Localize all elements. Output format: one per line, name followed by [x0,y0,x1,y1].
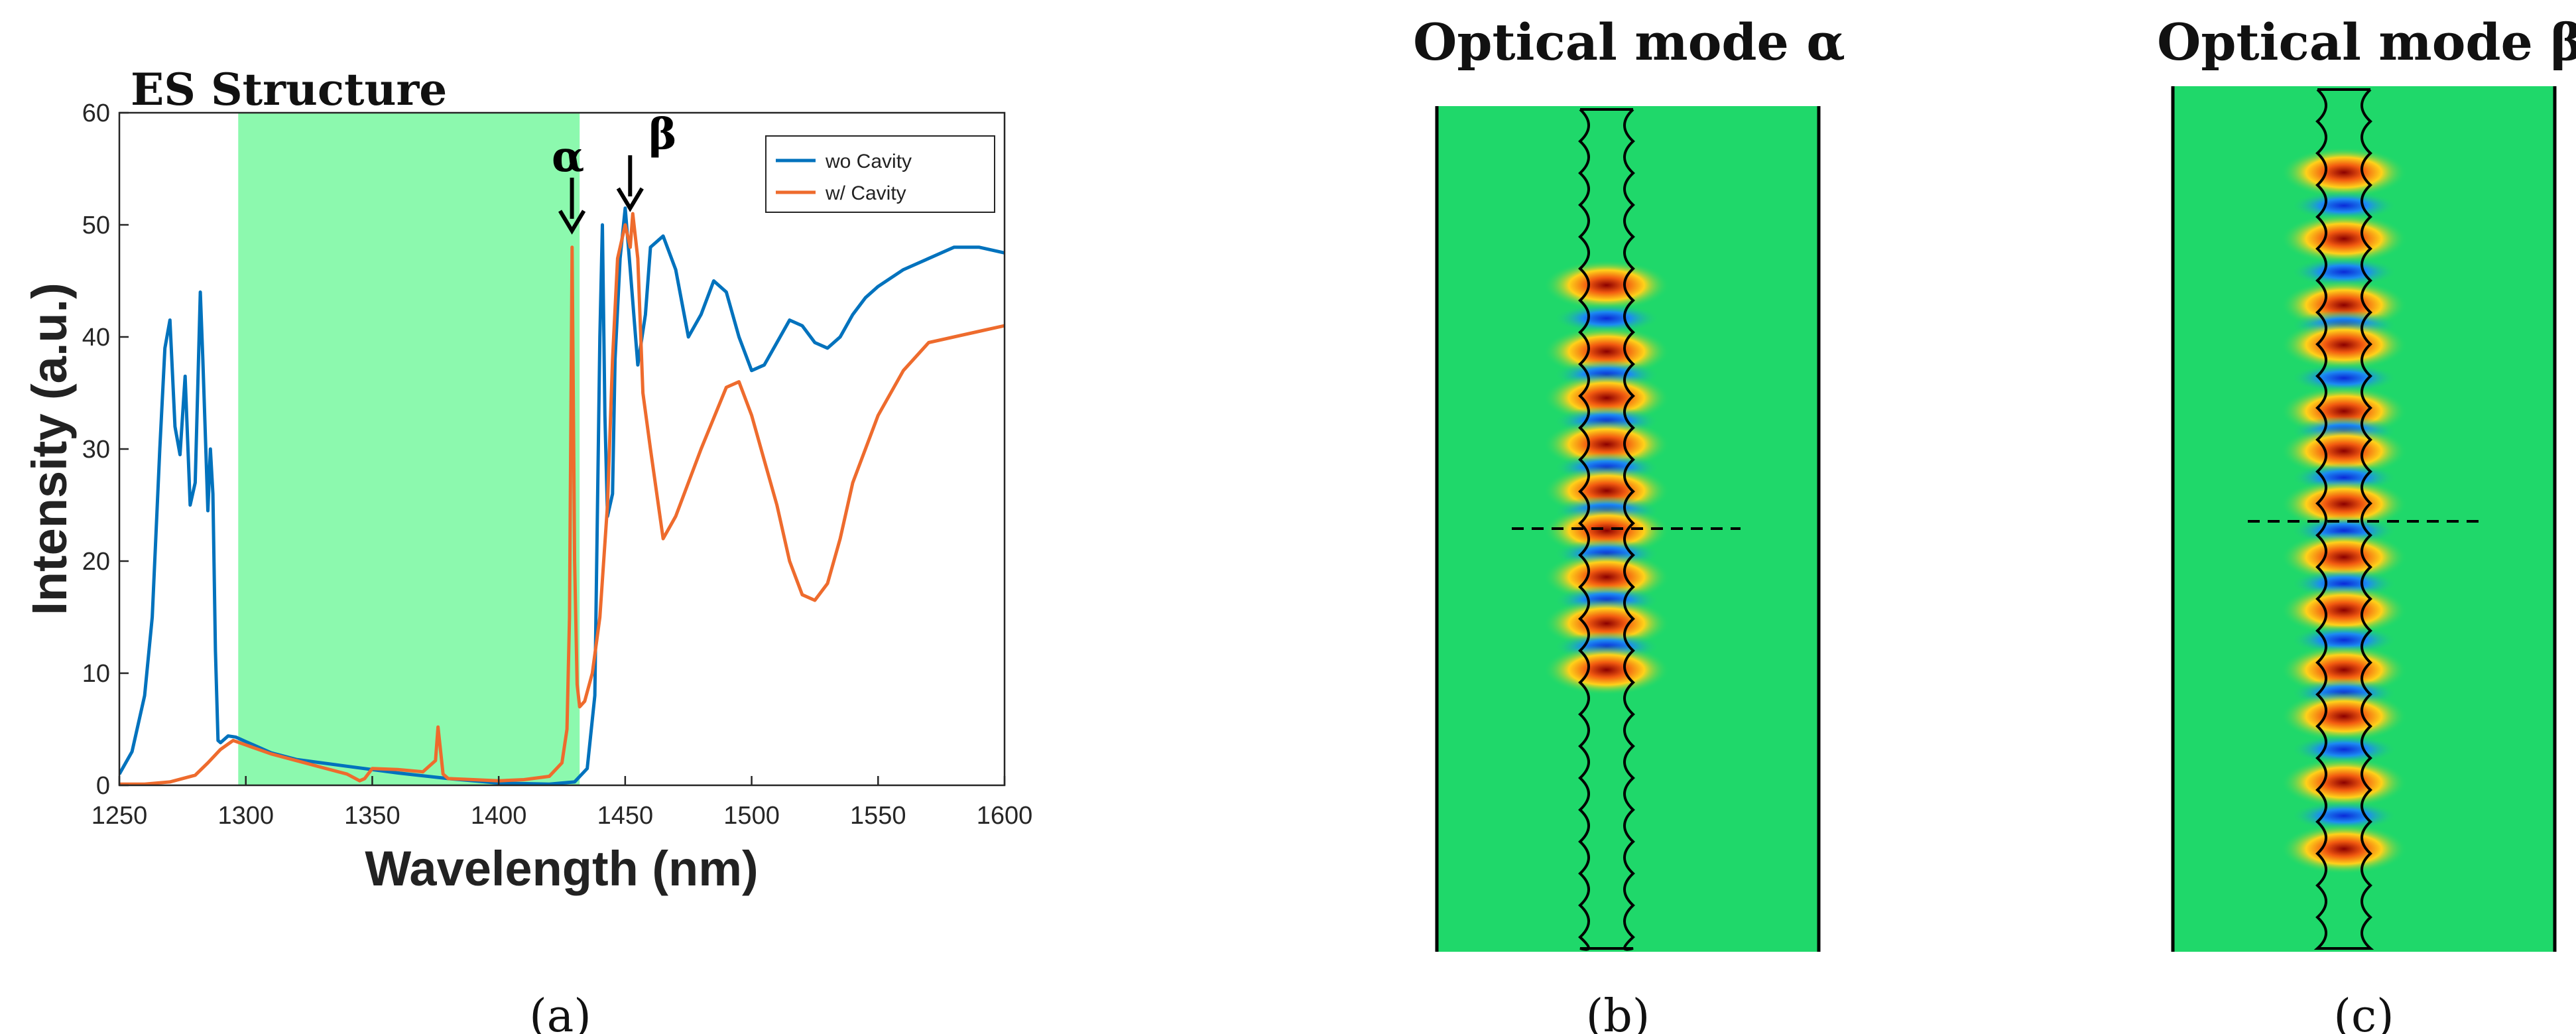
y-tick-label: 40 [82,324,110,352]
mode-beta-field-maximum [2281,426,2407,476]
legend-box [765,135,995,213]
y-tick-label: 30 [82,436,110,464]
mode-beta-field-maximum [2281,691,2407,742]
y-tick-label: 50 [82,212,110,239]
mode-alpha-hotspots [1544,260,1670,695]
mode-alpha-field-minimum [1554,304,1660,333]
stopband-shade [238,113,580,785]
series-wo-cavity [119,206,1005,785]
mode-alpha-field-maximum [1544,645,1670,695]
annotation-arrow-head [558,210,586,235]
x-tick-label: 1400 [471,802,527,830]
legend-label-w-cavity: w/ Cavity [825,182,906,204]
y-tick-label: 0 [96,772,110,800]
mode-beta-field-maximum [2281,147,2407,198]
tick-layer: 1250 1300 1350 1400 1450 1500 1550 1600 0 10 20 30 4… [82,99,1033,830]
x-tick-label: 1500 [723,802,780,830]
mode-beta-field-minimum [2291,191,2397,220]
mode-beta-waveguide-outline [2313,88,2374,950]
caption-a: (a) [529,990,591,1034]
annotation-label: α [552,132,584,182]
x-tick-label: 1550 [850,802,906,830]
mode-beta-field-minimum [2291,363,2397,393]
y-tick-label: 20 [82,548,110,576]
y-tick-label: 60 [82,99,110,127]
caption-b: (b) [1586,990,1650,1034]
mode-alpha-waveguide-outline [1578,108,1635,951]
legend-label-wo-cavity: wo Cavity [825,151,912,172]
legend: wo Cavity w/ Cavity [765,135,995,213]
x-tick-label: 1600 [977,802,1033,830]
mode-beta-field-maximum [2281,320,2407,370]
mode-alpha-field-maximum [1544,260,1670,310]
mode-beta-field-maximum [2281,824,2407,874]
annotation-arrow-head [616,187,644,212]
series-layer [119,206,1005,785]
mode-beta-field-maximum [2281,757,2407,808]
mode-beta-field-maximum [2281,532,2407,582]
chart-title: ES Structure [131,64,447,115]
caption-c: (c) [2333,990,2394,1034]
x-tick-label: 1300 [217,802,274,830]
mode-beta-field-maximum [2281,214,2407,264]
x-tick-label: 1250 [92,802,148,830]
series-w-cavity [119,212,1005,785]
mode-alpha-title: Optical mode α [1413,13,1845,72]
mode-beta-title: Optical mode β [2157,13,2576,72]
y-tick-label: 10 [82,660,110,688]
mode-beta-field-maximum [2281,585,2407,635]
annotation-label: β [648,109,677,159]
x-axis-label: Wavelength (nm) [365,841,758,896]
mode-beta-hotspots [2281,147,2407,874]
x-tick-label: 1350 [344,802,400,830]
mode-beta-field-maximum [2281,479,2407,529]
y-axis-label: Intensity (a.u.) [22,283,77,615]
x-tick-label: 1450 [597,802,654,830]
